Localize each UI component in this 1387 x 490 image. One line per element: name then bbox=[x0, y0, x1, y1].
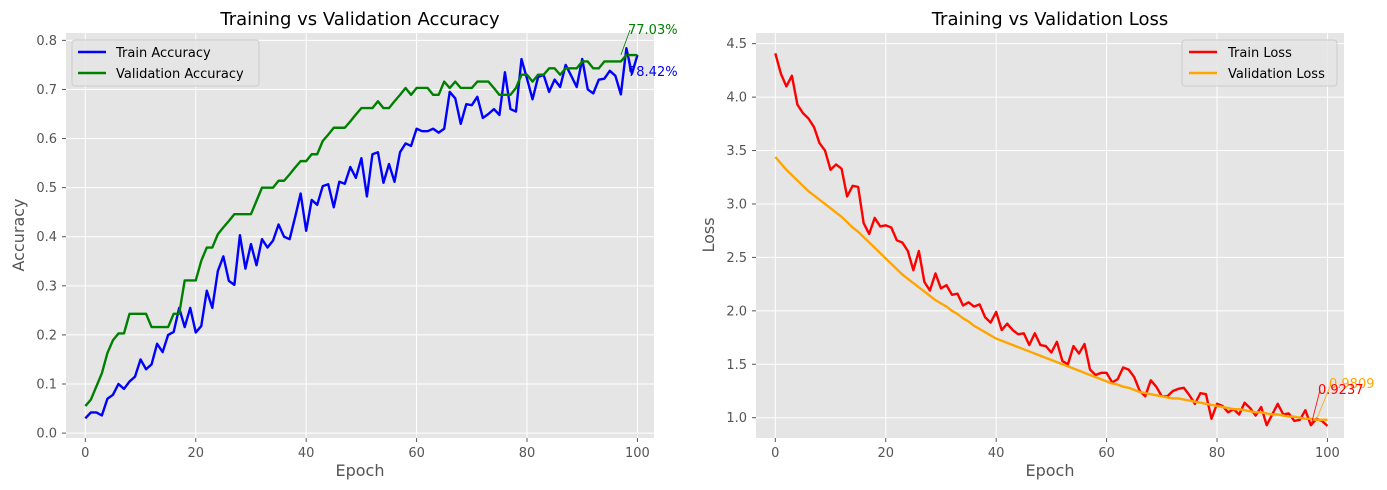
loss-y-tick-label: 4.0 bbox=[726, 91, 747, 106]
accuracy-x-tick-label: 40 bbox=[298, 446, 315, 461]
accuracy-chart: 0 20 40 60 80 100 0.0 0.1 0.2 0.3 0.4 0.5 0.6 0.7 0.8… bbox=[9, 9, 678, 480]
accuracy-x-tick-label: 0 bbox=[81, 446, 89, 461]
accuracy-annotation-label: 77.03% bbox=[628, 23, 678, 38]
accuracy-y-tick-label: 0.2 bbox=[36, 328, 57, 343]
series-line-train-loss bbox=[774, 52, 1329, 427]
loss-chart-title: Training vs Validation Loss bbox=[931, 9, 1169, 30]
loss-annotation-label: 0.9237 bbox=[1318, 383, 1364, 398]
legend-train-accuracy-label: Train Accuracy bbox=[115, 46, 211, 61]
accuracy-x-ticks: 0 20 40 60 80 100 bbox=[81, 438, 650, 461]
accuracy-chart-title: Training vs Validation Accuracy bbox=[219, 9, 500, 30]
series-line-validation-accuracy bbox=[84, 53, 638, 407]
legend-validation-accuracy-label: Validation Accuracy bbox=[116, 67, 244, 82]
accuracy-y-ticks: 0.0 0.1 0.2 0.3 0.4 0.5 0.6 0.7 0.8 bbox=[36, 34, 66, 442]
accuracy-y-tick-label: 0.7 bbox=[36, 83, 57, 98]
loss-y-tick-label: 3.5 bbox=[726, 144, 747, 159]
accuracy-x-tick-label: 100 bbox=[625, 446, 650, 461]
loss-legend-box bbox=[1181, 39, 1338, 87]
loss-x-axis-label: Epoch bbox=[1026, 461, 1075, 480]
loss-y-tick-label: 2.5 bbox=[726, 251, 747, 266]
loss-legend: Train Loss Validation Loss bbox=[1181, 39, 1338, 87]
loss-y-ticks: 1.0 1.5 2.0 2.5 3.0 3.5 4.0 4.5 bbox=[726, 37, 756, 426]
accuracy-y-tick-label: 0.0 bbox=[36, 427, 57, 442]
loss-series bbox=[774, 52, 1329, 427]
accuracy-y-tick-label: 0.3 bbox=[36, 279, 57, 294]
accuracy-legend-box bbox=[71, 39, 260, 87]
series-line-validation-loss bbox=[774, 156, 1328, 422]
legend-validation-loss-label: Validation Loss bbox=[1228, 67, 1325, 82]
accuracy-x-axis-label: Epoch bbox=[336, 461, 385, 480]
accuracy-annotation-arrow bbox=[620, 29, 631, 56]
accuracy-y-tick-label: 0.6 bbox=[36, 132, 57, 147]
accuracy-legend: Train Accuracy Validation Accuracy bbox=[71, 39, 260, 87]
loss-annotation-arrow bbox=[1310, 389, 1321, 426]
accuracy-grid bbox=[66, 33, 654, 438]
accuracy-y-tick-label: 0.4 bbox=[36, 230, 57, 245]
accuracy-y-tick-label: 0.5 bbox=[36, 181, 57, 196]
loss-x-tick-label: 80 bbox=[1209, 446, 1226, 461]
accuracy-x-tick-label: 60 bbox=[408, 446, 425, 461]
loss-chart: 0 20 40 60 80 100 1.0 1.5 2.0 2.5 3.0 3.5 4.0 4.5 0.… bbox=[699, 9, 1375, 480]
loss-x-tick-label: 60 bbox=[1098, 446, 1115, 461]
accuracy-plot-area bbox=[66, 33, 654, 438]
loss-x-tick-label: 40 bbox=[988, 446, 1005, 461]
loss-x-tick-label: 20 bbox=[877, 446, 894, 461]
loss-x-ticks: 0 20 40 60 80 100 bbox=[771, 438, 1340, 461]
legend-train-loss-label: Train Loss bbox=[1227, 46, 1292, 61]
loss-annotation-label: 0.9809 bbox=[1329, 377, 1375, 392]
accuracy-y-tick-label: 0.8 bbox=[36, 34, 57, 49]
loss-y-tick-label: 3.0 bbox=[726, 197, 747, 212]
loss-x-tick-label: 0 bbox=[771, 446, 779, 461]
loss-y-tick-label: 2.0 bbox=[726, 304, 747, 319]
loss-y-tick-label: 1.5 bbox=[726, 358, 747, 373]
accuracy-x-tick-label: 20 bbox=[187, 446, 204, 461]
accuracy-series bbox=[84, 47, 639, 420]
accuracy-annotation-label: 78.42% bbox=[628, 65, 678, 80]
loss-y-tick-label: 1.0 bbox=[726, 411, 747, 426]
loss-plot-area bbox=[756, 33, 1344, 438]
loss-y-tick-label: 4.5 bbox=[726, 37, 747, 52]
accuracy-x-tick-label: 80 bbox=[519, 446, 536, 461]
accuracy-annotations: 77.03% 78.42% bbox=[620, 23, 678, 80]
accuracy-annotation-arrow bbox=[625, 48, 631, 73]
accuracy-y-axis-label: Accuracy bbox=[9, 198, 28, 271]
accuracy-y-tick-label: 0.1 bbox=[36, 378, 57, 393]
series-line-train-accuracy bbox=[84, 47, 639, 420]
loss-y-axis-label: Loss bbox=[699, 217, 718, 252]
loss-x-tick-label: 100 bbox=[1315, 446, 1340, 461]
loss-annotation-arrow bbox=[1316, 383, 1332, 420]
